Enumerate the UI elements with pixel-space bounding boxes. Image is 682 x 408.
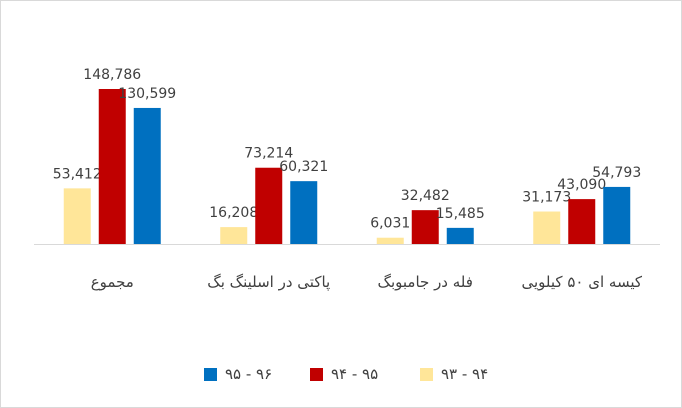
data-label: 15,485 <box>436 206 485 222</box>
bar <box>98 89 126 244</box>
bar <box>533 211 561 244</box>
data-label: 53,412 <box>53 166 102 182</box>
bar <box>568 199 596 244</box>
data-label: 31,173 <box>522 190 571 206</box>
bar <box>133 107 161 245</box>
legend-item: ۹۵ - ۹۶ <box>204 364 272 384</box>
legend-item: ۹۴ - ۹۵ <box>310 364 378 384</box>
legend-label: ۹۴ - ۹۵ <box>331 365 379 383</box>
data-label: 32,482 <box>401 188 450 204</box>
data-label: 16,208 <box>209 205 258 221</box>
legend-label: ۹۳ - ۹۴ <box>441 365 489 383</box>
data-label: 6,031 <box>370 216 410 232</box>
legend-swatch <box>420 367 433 381</box>
bar <box>376 237 404 244</box>
legend-swatch <box>204 367 217 381</box>
bar <box>603 186 631 244</box>
data-label: 73,214 <box>244 146 293 162</box>
data-label: 54,793 <box>592 165 641 181</box>
legend-label: ۹۵ - ۹۶ <box>225 365 273 383</box>
x-tick-label: فله در جامبوبگ <box>377 273 473 291</box>
bar <box>411 210 439 244</box>
legend-swatch <box>310 367 323 381</box>
data-label: 130,599 <box>118 86 176 102</box>
x-tick-label: مجموع <box>90 273 134 291</box>
data-label: 43,090 <box>557 177 606 193</box>
x-tick-label: پاکتی در اسلینگ بگ <box>207 273 331 291</box>
bar <box>290 181 318 244</box>
legend-item: ۹۳ - ۹۴ <box>420 364 488 384</box>
bar <box>255 167 283 244</box>
bar <box>63 188 91 244</box>
bar <box>220 227 248 244</box>
data-label: 148,786 <box>83 67 141 83</box>
data-label: 60,321 <box>279 159 328 175</box>
bar <box>446 227 474 244</box>
x-tick-label: کیسه ای ۵۰ کیلویی <box>521 273 643 291</box>
